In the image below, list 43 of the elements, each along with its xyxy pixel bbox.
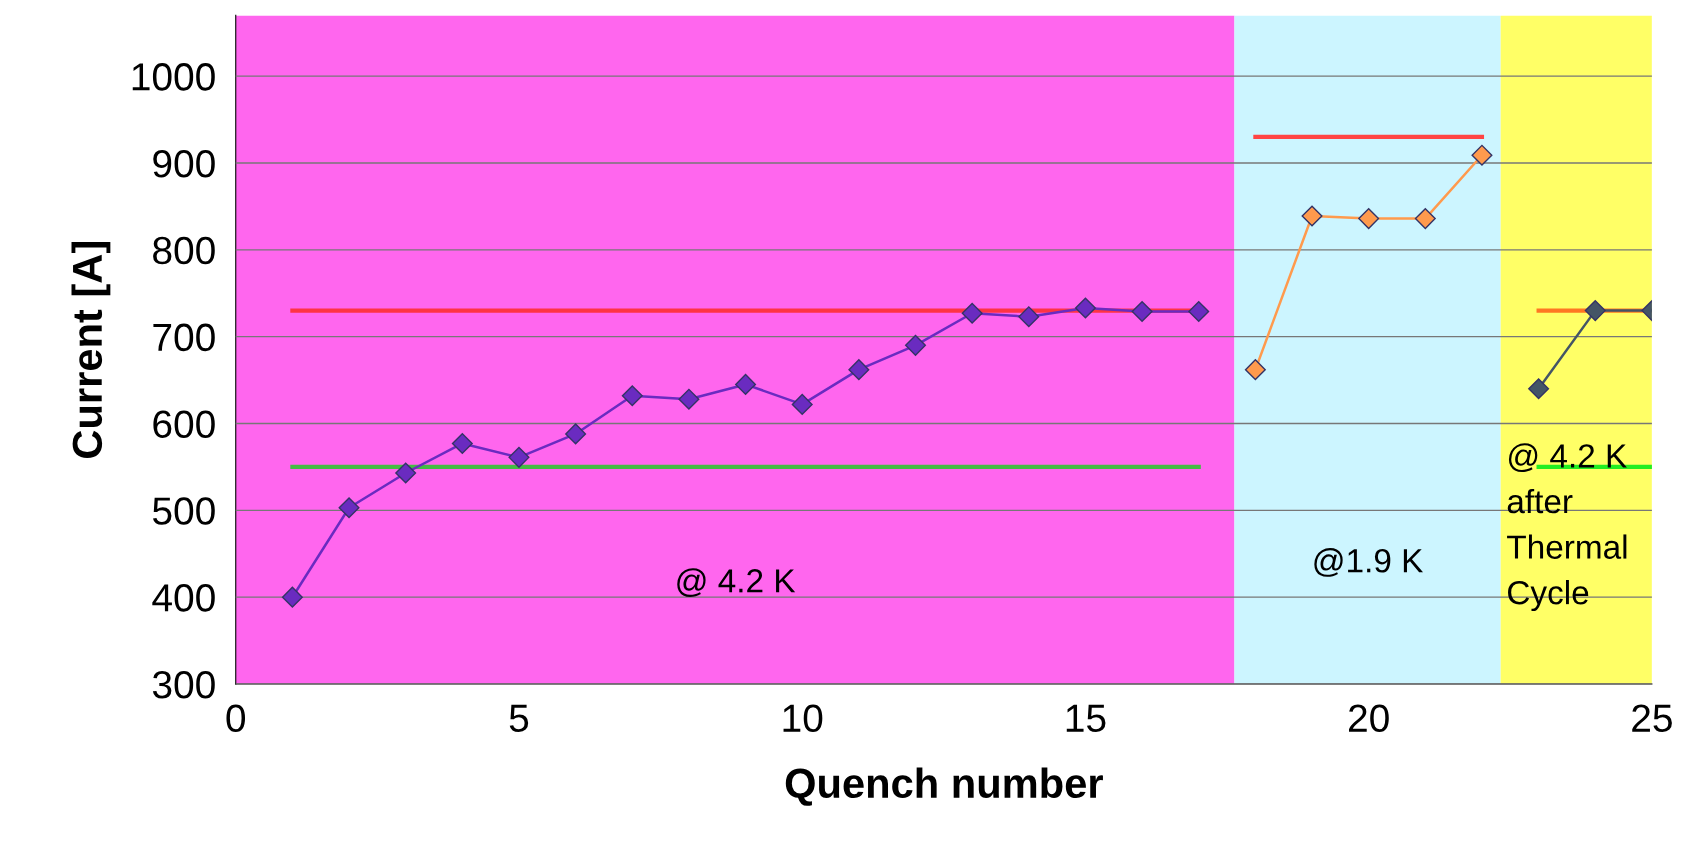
y-axis-title: Current [A]: [71, 242, 111, 458]
point: [1244, 359, 1266, 381]
band-label: @ 4.2 K after Thermal Cycle: [1507, 443, 1627, 612]
point: [621, 385, 643, 407]
y-tick-label: 400: [152, 584, 215, 612]
y-tick-label: 700: [153, 323, 215, 352]
y-tick-label: 600: [153, 410, 215, 438]
x-tick-label: 15: [1066, 704, 1106, 733]
point: [565, 423, 587, 445]
y-tick-label: 900: [153, 149, 215, 178]
x-tick-label: 25: [1632, 704, 1672, 733]
point: [1188, 300, 1210, 323]
point: [848, 359, 870, 381]
point: [508, 446, 530, 468]
point: [281, 586, 303, 608]
y-tick-label: 800: [153, 236, 215, 265]
y-tick-label: 500: [152, 497, 215, 525]
x-tick-label: 0: [226, 704, 246, 733]
point: [1131, 300, 1153, 323]
point: [791, 393, 813, 415]
point: [1074, 297, 1096, 319]
x-axis-title: Quench number: [785, 767, 1103, 806]
point: [1018, 306, 1040, 328]
point: [1414, 208, 1436, 230]
point: [735, 373, 757, 395]
point: [678, 388, 700, 410]
point: [338, 497, 360, 519]
band-label: @1.9 K: [1314, 548, 1423, 577]
point: [1528, 378, 1550, 400]
point: [1301, 205, 1323, 227]
x-tick-label: 5: [509, 704, 529, 733]
point: [451, 432, 473, 454]
point: [1471, 144, 1493, 166]
point: [1584, 300, 1606, 322]
band-label: @ 4.2 K: [677, 568, 796, 597]
point: [1358, 208, 1380, 230]
y-tick-label: 1000: [132, 63, 215, 91]
x-tick-label: 20: [1349, 704, 1389, 733]
point: [904, 334, 927, 356]
point: [395, 462, 417, 484]
point: [961, 302, 983, 324]
x-tick-label: 10: [783, 704, 823, 733]
y-tick-label: 300: [152, 670, 215, 699]
